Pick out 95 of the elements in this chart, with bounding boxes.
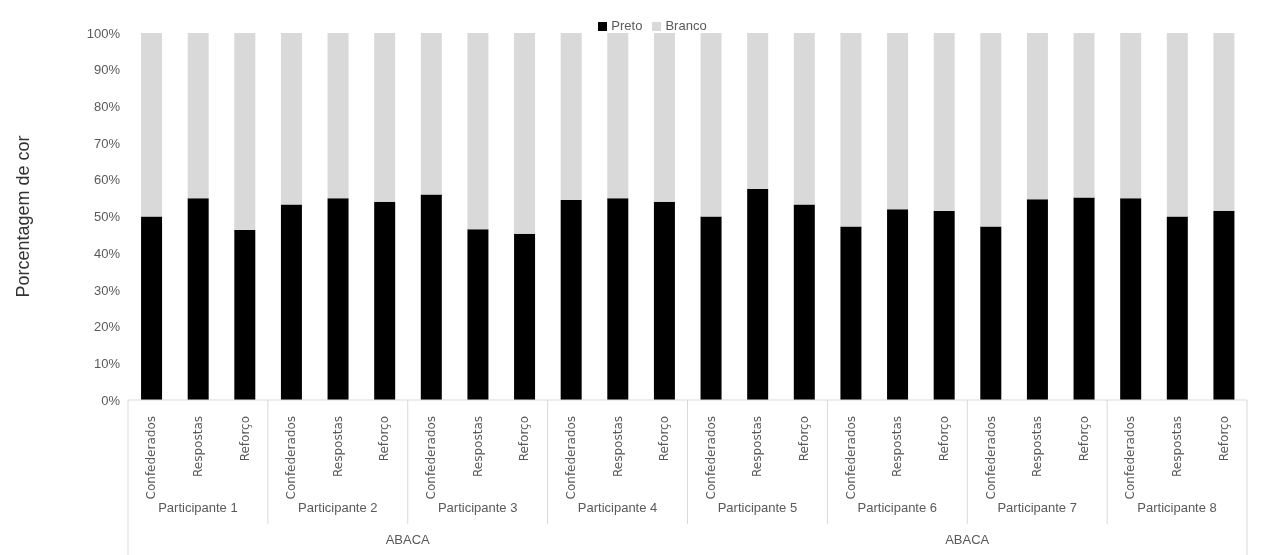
x-tick-label: Confederados xyxy=(703,416,718,500)
bar xyxy=(374,201,396,400)
y-tick-label: 50% xyxy=(93,209,121,225)
bar xyxy=(141,33,163,217)
y-tick-label: 80% xyxy=(93,99,121,115)
bar xyxy=(234,33,256,231)
bar xyxy=(933,33,955,211)
bar xyxy=(840,33,862,227)
y-tick-label: 90% xyxy=(93,62,121,78)
bar xyxy=(1120,198,1142,400)
bar xyxy=(1026,33,1048,200)
bar xyxy=(700,216,722,400)
x-tick-label: Reforço xyxy=(1216,416,1231,462)
bar xyxy=(1213,33,1235,211)
bar xyxy=(280,33,302,205)
bar xyxy=(793,204,815,400)
bar xyxy=(467,229,489,400)
x-tick-label: Reforço xyxy=(517,416,532,462)
x-tick-label: Respostas xyxy=(1170,416,1185,477)
text: Participante 1 xyxy=(157,500,239,515)
y-tick-label: 70% xyxy=(93,135,121,151)
bar xyxy=(327,198,349,400)
bar xyxy=(187,33,209,199)
text: ABACA xyxy=(384,532,431,547)
y-tick-label: 100% xyxy=(86,25,121,41)
text: ABACA xyxy=(944,532,991,547)
text: Participante 8 xyxy=(1136,500,1218,515)
x-tick-label: Reforço xyxy=(936,416,951,462)
x-tick-label: Respostas xyxy=(1030,416,1045,477)
bar xyxy=(980,226,1002,400)
bar xyxy=(514,233,536,400)
x-tick-label: Respostas xyxy=(470,416,485,477)
bar xyxy=(1026,199,1048,400)
y-tick-label: 20% xyxy=(93,319,121,335)
bar xyxy=(560,33,582,200)
text: Participante 2 xyxy=(297,500,379,515)
x-tick-label: Reforço xyxy=(377,416,392,462)
bar xyxy=(887,209,909,400)
bar xyxy=(1073,33,1095,198)
bar xyxy=(420,33,442,195)
bar xyxy=(187,198,209,400)
legend-label: Preto xyxy=(611,18,643,33)
bar xyxy=(653,201,675,400)
x-tick-label: Confederados xyxy=(284,416,299,500)
bar xyxy=(1166,216,1188,400)
y-tick-label: 10% xyxy=(93,355,121,371)
y-tick-label: 0% xyxy=(101,392,121,408)
x-tick-label: Reforço xyxy=(1076,416,1091,462)
bar xyxy=(1213,210,1235,400)
bar xyxy=(514,33,536,234)
y-tick-label: 30% xyxy=(93,282,121,298)
y-tick-label: 40% xyxy=(93,245,121,261)
bar xyxy=(793,33,815,205)
legend-label: Branco xyxy=(665,18,707,33)
bar xyxy=(280,204,302,400)
x-tick-label: Reforço xyxy=(657,416,672,462)
x-tick-label: Respostas xyxy=(750,416,765,477)
text: Participante 4 xyxy=(576,500,659,515)
bar xyxy=(327,33,349,199)
x-tick-label: Reforço xyxy=(797,416,812,462)
x-tick-label: Respostas xyxy=(610,416,625,477)
bar xyxy=(1166,33,1188,217)
bar xyxy=(141,216,163,400)
bar xyxy=(1073,197,1095,400)
text: Participante 6 xyxy=(856,500,939,515)
bar xyxy=(747,188,769,400)
x-tick-label: Confederados xyxy=(983,416,998,500)
bar xyxy=(980,33,1002,227)
x-tick-label: Confederados xyxy=(843,416,858,500)
bar xyxy=(747,33,769,189)
x-tick-label: Respostas xyxy=(190,416,205,477)
x-tick-label: Confederados xyxy=(1123,416,1138,500)
x-tick-label: Reforço xyxy=(237,416,252,462)
text: Participante 7 xyxy=(996,500,1078,515)
bar xyxy=(467,33,489,230)
y-tick-label: 60% xyxy=(93,172,121,188)
x-tick-label: Confederados xyxy=(563,416,578,500)
text: Participante 5 xyxy=(716,500,799,515)
bar xyxy=(887,33,909,210)
bar xyxy=(1120,33,1142,199)
bar xyxy=(933,211,955,400)
bar xyxy=(420,194,442,400)
x-tick-label: Respostas xyxy=(330,416,345,477)
bar xyxy=(607,198,629,400)
bar xyxy=(607,33,629,199)
x-tick-label: Confederados xyxy=(424,416,439,500)
bar xyxy=(234,230,256,400)
x-tick-label: Confederados xyxy=(144,416,159,500)
y-axis-title: Porcentagem de cor xyxy=(13,135,34,298)
bar xyxy=(560,199,582,400)
bar xyxy=(840,226,862,400)
bar xyxy=(374,33,396,202)
text: Participante 3 xyxy=(436,500,519,515)
x-tick-label: Respostas xyxy=(890,416,905,477)
bar xyxy=(700,33,722,217)
